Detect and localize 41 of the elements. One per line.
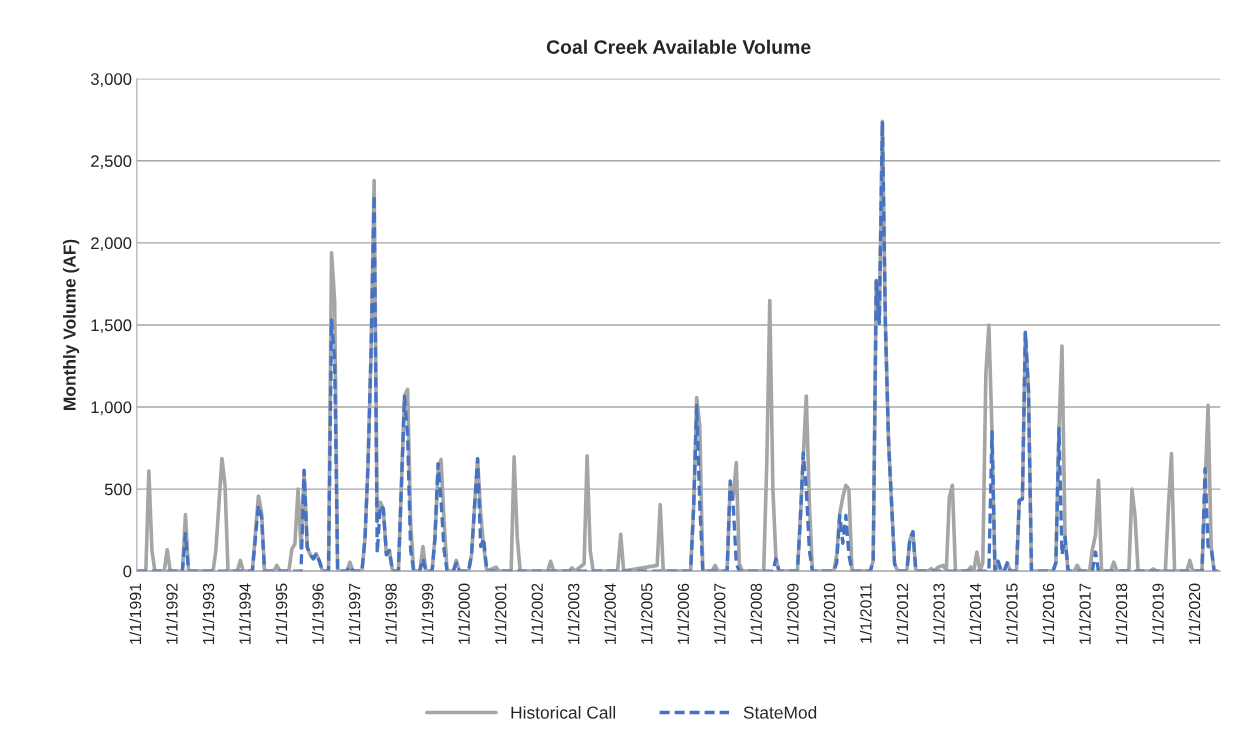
x-tick-label: 1/1/1995 [275, 583, 288, 644]
x-tick-label: 1/1/2006 [677, 583, 689, 644]
x-tick-label: 1/1/1997 [348, 583, 361, 644]
x-tick-label: 1/1/2010 [823, 583, 836, 644]
y-tick-label: 3,000 [90, 73, 132, 87]
x-tick-label: 1/1/2000 [458, 583, 470, 644]
x-tick-label: 1/1/2015 [1005, 583, 1018, 644]
x-tick-label: 1/1/1999 [421, 583, 434, 644]
x-tick-label: 1/1/2013 [932, 583, 945, 644]
x-tick-label: 1/1/2004 [604, 583, 616, 644]
y-tick-label: 0 [123, 565, 132, 578]
y-tick-label: 2,000 [91, 237, 132, 252]
x-tick-label: 1/1/1996 [311, 583, 324, 644]
x-tick-label: 1/1/2012 [896, 583, 909, 644]
x-tick-label: 1/1/2019 [1152, 583, 1164, 644]
x-tick-label: 1/1/2003 [567, 583, 580, 644]
x-tick-label: 1/1/2011 [859, 583, 872, 643]
x-tick-label: 1/1/2016 [1042, 583, 1055, 644]
legend-label: StateMod [743, 705, 817, 719]
x-tick-label: 1/1/2020 [1188, 583, 1201, 644]
x-tick-label: 1/1/1992 [165, 583, 178, 644]
y-tick-label: 1,000 [91, 401, 132, 416]
x-tick-label: 1/1/1993 [202, 583, 215, 644]
y-tick-label: 2,500 [91, 155, 132, 169]
x-tick-label: 1/1/2017 [1079, 583, 1091, 644]
x-tick-label: 1/1/1994 [238, 583, 251, 644]
x-tick-label: 1/1/1991 [129, 583, 142, 644]
x-tick-label: 1/1/2009 [786, 583, 799, 644]
x-tick-label: 1/1/2002 [531, 583, 543, 644]
x-tick-label: 1/1/2008 [750, 583, 762, 644]
x-tick-label: 1/1/2018 [1115, 583, 1128, 644]
x-tick-label: 1/1/1998 [385, 583, 397, 644]
chart-title: Coal Creek Available Volume [546, 39, 811, 54]
y-axis-title: Monthly Volume (AF) [62, 239, 80, 410]
x-tick-label: 1/1/2014 [969, 583, 982, 644]
y-tick-label: 1,500 [91, 319, 132, 334]
x-tick-label: 1/1/2007 [713, 583, 726, 644]
legend-label: Historical Call [511, 705, 616, 719]
x-tick-label: 1/1/2001 [494, 583, 507, 644]
y-tick-label: 500 [104, 483, 132, 496]
x-tick-label: 1/1/2005 [640, 583, 653, 644]
